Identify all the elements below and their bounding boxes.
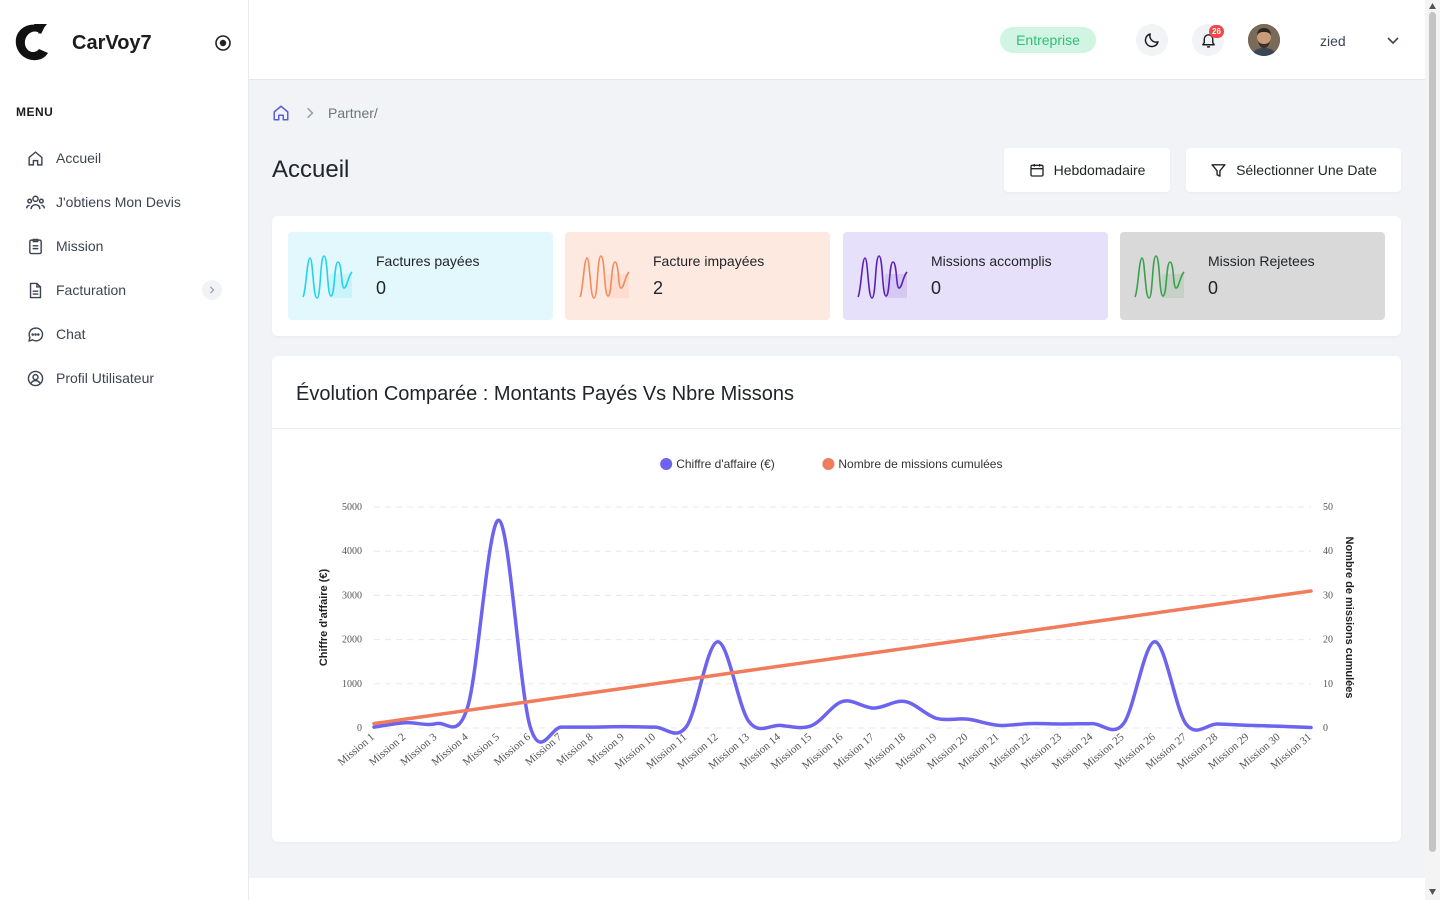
- sparkline-icon: [579, 255, 630, 299]
- y-tick-label: 1000: [342, 679, 362, 690]
- chart-card: Évolution Comparée : Montants Payés Vs N…: [272, 356, 1401, 842]
- divider: [272, 428, 1401, 429]
- brand-logo-icon: [15, 24, 49, 61]
- chat-icon: [25, 324, 45, 344]
- sparkline-line: [579, 255, 630, 299]
- stat-label: Factures payées: [376, 253, 480, 269]
- brand-name[interactable]: CarVoy7: [72, 32, 152, 54]
- sidebar-item-profil[interactable]: Profil Utilisateur: [16, 360, 232, 396]
- calendar-icon: [1029, 164, 1044, 177]
- page-title: Accueil: [272, 156, 350, 183]
- line-chart[interactable]: 01000200030004000500001020304050Mission …: [272, 432, 1401, 842]
- dark-mode-button[interactable]: [1136, 24, 1168, 56]
- stat-missions-accomplis[interactable]: Missions accomplis 0: [843, 232, 1108, 320]
- weekly-button-label: Hebdomadaire: [1053, 162, 1146, 178]
- users-icon: [25, 192, 45, 212]
- stat-factures-payees[interactable]: Factures payées 0: [288, 232, 553, 320]
- sparkline-icon: [302, 255, 353, 299]
- topbar: Entreprise 26 zied: [249, 0, 1425, 80]
- y-right-tick-label: 10: [1323, 679, 1333, 690]
- sparkline-line: [302, 255, 353, 299]
- chevron-right-icon[interactable]: [202, 280, 222, 300]
- y-right-axis-label: Nombre de missions cumulées: [1343, 537, 1355, 699]
- home-icon: [25, 148, 45, 168]
- y-tick-label: 0: [357, 723, 362, 734]
- y-right-tick-label: 50: [1323, 502, 1333, 513]
- sparkline-area: [885, 274, 907, 298]
- chevron-down-icon[interactable]: [1385, 32, 1401, 48]
- legend-marker[interactable]: [822, 458, 835, 470]
- y-right-tick-label: 0: [1323, 723, 1328, 734]
- series-line-2[interactable]: [372, 589, 1313, 726]
- sidebar-item-accueil[interactable]: Accueil: [16, 140, 232, 176]
- sparkline-area: [607, 274, 629, 298]
- legend-marker[interactable]: [660, 458, 673, 470]
- sidebar-item-mission[interactable]: Mission: [16, 228, 232, 264]
- clipboard-icon: [25, 236, 45, 256]
- y-right-tick-label: 20: [1323, 635, 1333, 646]
- chevron-right-icon: [307, 107, 314, 119]
- sidebar-item-label: J'obtiens Mon Devis: [56, 194, 181, 210]
- scroll-thumb[interactable]: [1429, 12, 1436, 852]
- sidebar-item-label: Mission: [56, 238, 104, 254]
- sparkline-area: [1162, 274, 1184, 298]
- weekly-button[interactable]: Hebdomadaire: [1004, 148, 1170, 192]
- series-line-1[interactable]: [372, 518, 1313, 744]
- scroll-down-arrow-icon[interactable]: [1428, 888, 1437, 896]
- stat-missions-rejetees[interactable]: Mission Rejetees 0: [1120, 232, 1385, 320]
- username[interactable]: zied: [1320, 33, 1346, 49]
- y-tick-label: 2000: [342, 635, 362, 646]
- stats-card: Factures payées 0 Facture impayées 2 Mis…: [272, 216, 1401, 336]
- sidebar-item-label: Chat: [56, 326, 86, 342]
- avatar[interactable]: [1248, 24, 1280, 56]
- y-tick-label: 5000: [342, 502, 362, 513]
- sidebar: CarVoy7 MENU Accueil J'obtiens Mon Devis…: [0, 0, 249, 900]
- sidebar-item-label: Accueil: [56, 150, 102, 166]
- sparkline-icon: [1134, 255, 1185, 299]
- user-circle-icon: [25, 368, 45, 388]
- page-scrollbar[interactable]: [1425, 0, 1440, 900]
- stat-value: 0: [931, 278, 942, 298]
- y-axis-label: Chiffre d'affaire (€): [318, 568, 330, 666]
- sidebar-item-label: Profil Utilisateur: [56, 370, 155, 386]
- chart-title: Évolution Comparée : Montants Payés Vs N…: [296, 383, 794, 405]
- sidebar-item-facturation[interactable]: Facturation: [16, 272, 232, 308]
- legend-label[interactable]: Nombre de missions cumulées: [838, 457, 1002, 471]
- y-right-tick-label: 40: [1323, 546, 1333, 557]
- scroll-up-arrow-icon[interactable]: [1428, 2, 1437, 10]
- sidebar-item-chat[interactable]: Chat: [16, 316, 232, 352]
- stat-value: 2: [653, 278, 664, 298]
- moon-icon: [1144, 33, 1159, 48]
- stat-factures-impayees[interactable]: Facture impayées 2: [565, 232, 830, 320]
- sidebar-item-devis[interactable]: J'obtiens Mon Devis: [16, 184, 232, 220]
- y-tick-label: 3000: [342, 590, 362, 601]
- sparkline-line: [857, 255, 908, 299]
- select-date-button[interactable]: Sélectionner Une Date: [1186, 148, 1401, 192]
- sidebar-toggle-icon[interactable]: [214, 34, 232, 52]
- home-icon[interactable]: [272, 104, 290, 122]
- y-right-tick-label: 30: [1323, 590, 1333, 601]
- notification-count-badge: 26: [1209, 25, 1224, 38]
- select-date-button-label: Sélectionner Une Date: [1236, 162, 1377, 178]
- stat-value: 0: [376, 278, 387, 298]
- footer: [249, 878, 1425, 900]
- breadcrumb-current[interactable]: Partner/: [328, 105, 378, 121]
- stat-label: Facture impayées: [653, 253, 765, 269]
- stat-label: Missions accomplis: [931, 253, 1052, 269]
- document-icon: [25, 280, 45, 300]
- sparkline-area: [330, 274, 352, 298]
- filter-icon: [1211, 163, 1226, 177]
- sparkline-line: [1134, 255, 1185, 299]
- stat-value: 0: [1208, 278, 1219, 298]
- menu-title: MENU: [16, 105, 54, 119]
- breadcrumb: Partner/: [272, 104, 378, 122]
- y-tick-label: 4000: [342, 546, 362, 557]
- plan-badge: Entreprise: [1000, 27, 1096, 53]
- sparkline-icon: [857, 255, 908, 299]
- sidebar-item-label: Facturation: [56, 282, 127, 298]
- stat-label: Mission Rejetees: [1208, 253, 1315, 269]
- legend-label[interactable]: Chiffre d'affaire (€): [676, 457, 775, 471]
